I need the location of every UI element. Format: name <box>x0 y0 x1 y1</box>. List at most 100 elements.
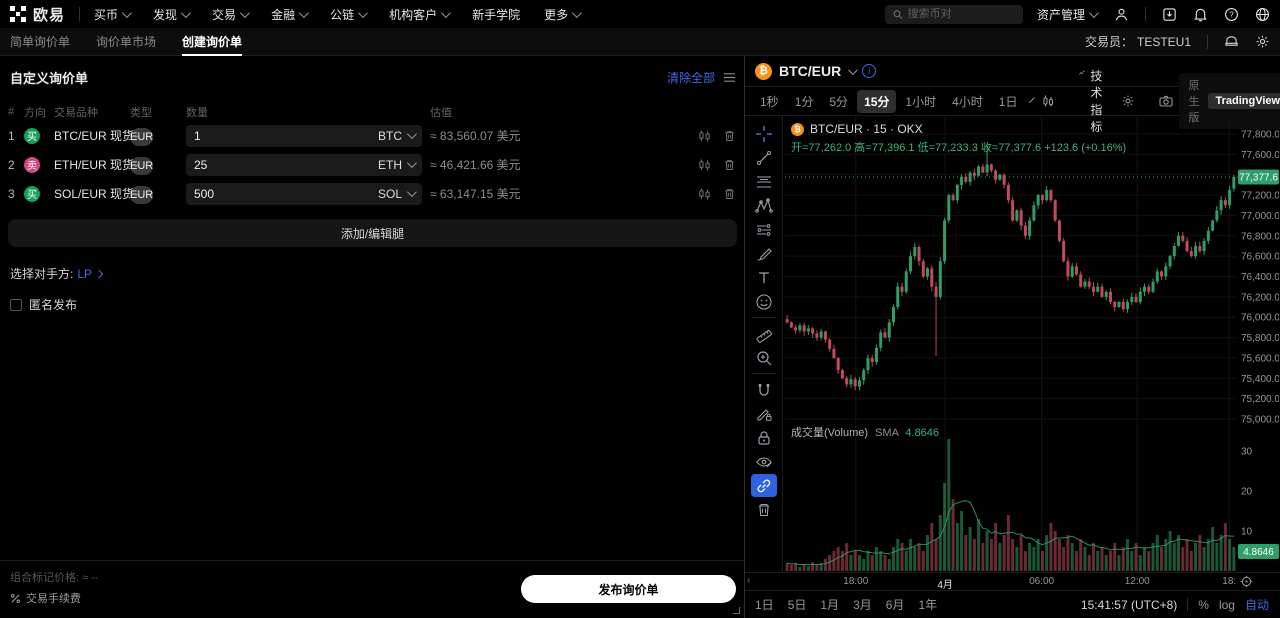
symbol-name[interactable]: BTC/EUR <box>779 63 842 79</box>
delete-leg-trash-icon[interactable] <box>723 187 736 201</box>
search-box[interactable] <box>884 4 1023 24</box>
tf-15m[interactable]: 15分 <box>857 89 897 113</box>
xabcd-pattern-tool-icon[interactable] <box>751 194 777 217</box>
lock-drawings-icon[interactable] <box>751 426 777 449</box>
assets-menu[interactable]: 资产管理 <box>1037 6 1099 23</box>
chevron-down-icon[interactable] <box>1029 96 1036 103</box>
counterparty-value-link[interactable]: LP <box>77 266 93 281</box>
range-3mo[interactable]: 3月 <box>853 598 872 612</box>
nav-item-6[interactable]: 新手学院 <box>472 7 521 22</box>
nav-item-0[interactable]: 买币 <box>94 6 132 23</box>
sync-drawings-link-icon[interactable] <box>750 474 777 497</box>
chevron-down-icon <box>406 129 417 140</box>
nav-item-1[interactable]: 发现 <box>153 6 191 23</box>
list-menu-icon[interactable] <box>723 72 736 83</box>
download-app-icon[interactable] <box>1162 7 1177 22</box>
tf-5m[interactable]: 5分 <box>829 94 849 109</box>
settings-gear-icon[interactable] <box>1255 34 1270 49</box>
emoji-tool-icon[interactable] <box>751 290 777 313</box>
search-input[interactable] <box>907 8 1015 20</box>
crosshair-tool-icon[interactable] <box>751 122 777 145</box>
chevron-down-icon[interactable] <box>848 64 859 75</box>
clear-all-link[interactable]: 清除全部 <box>666 71 715 85</box>
help-icon[interactable]: ? <box>1224 7 1239 22</box>
range-5d[interactable]: 5日 <box>787 598 807 612</box>
measure-ruler-tool-icon[interactable] <box>751 322 777 345</box>
nav-item-4[interactable]: 公链 <box>330 6 368 23</box>
tf-1s[interactable]: 1秒 <box>760 94 779 109</box>
pair-selector[interactable]: SOL/EUR 现货 <box>54 185 141 202</box>
user-icon[interactable] <box>1114 7 1129 22</box>
indicators-icon[interactable]: 技术指标 <box>1079 67 1110 135</box>
chevron-left-icon[interactable]: ‹ <box>747 575 751 586</box>
pair-selector[interactable]: ETH/EUR 现货 <box>54 156 140 173</box>
position-tool-icon[interactable] <box>751 218 777 241</box>
quote-currency-pill[interactable]: EUR <box>130 156 154 175</box>
amount-input[interactable] <box>194 128 378 143</box>
unit-selector[interactable]: SOL <box>378 187 417 201</box>
native-version-option[interactable]: 原生版 <box>1188 80 1200 124</box>
panel-resize-handle[interactable] <box>733 607 740 614</box>
tradingview-option[interactable]: TradingView <box>1207 93 1280 109</box>
orderbook-candles-icon[interactable] <box>698 158 711 172</box>
remove-drawings-trash-icon[interactable] <box>751 498 777 521</box>
svg-text:30: 30 <box>1241 447 1253 458</box>
unit-selector[interactable]: BTC <box>378 129 417 143</box>
tf-4h[interactable]: 4小时 <box>952 94 983 109</box>
trend-line-tool-icon[interactable] <box>751 146 777 169</box>
hide-drawings-eye-icon[interactable] <box>751 450 777 473</box>
unit-selector[interactable]: ETH <box>378 158 417 172</box>
pair-selector[interactable]: BTC/EUR 现货 <box>54 127 140 144</box>
tab-create-rfq[interactable]: 创建询价单 <box>182 28 243 56</box>
scroll-to-now-icon[interactable] <box>1240 575 1253 588</box>
range-6mo[interactable]: 6月 <box>885 598 905 612</box>
fib-retracement-tool-icon[interactable] <box>751 170 777 193</box>
amount-input[interactable] <box>194 157 378 172</box>
nav-item-7[interactable]: 更多 <box>544 6 583 23</box>
drawing-mode-pencil-icon[interactable] <box>751 402 777 425</box>
fee-label: 交易手续费 <box>26 593 81 605</box>
chart-settings-gear-icon[interactable] <box>1121 94 1135 108</box>
magnet-tool-icon[interactable] <box>751 378 777 401</box>
info-icon[interactable]: i <box>862 64 877 78</box>
delete-leg-trash-icon[interactable] <box>723 158 736 172</box>
leg-index: 1 <box>8 128 15 143</box>
delete-leg-trash-icon[interactable] <box>723 129 736 143</box>
notifications-bell-icon[interactable] <box>1193 7 1208 22</box>
orderbook-candles-icon[interactable] <box>698 129 711 143</box>
brush-tool-icon[interactable] <box>751 242 777 265</box>
okx-logo[interactable]: 欧易 <box>10 4 65 25</box>
tf-1m[interactable]: 1分 <box>794 94 814 109</box>
range-1mo[interactable]: 1月 <box>820 598 840 612</box>
auto-scale-toggle[interactable]: 自动 <box>1244 598 1269 612</box>
add-edit-leg-button[interactable]: 添加/编辑腿 <box>8 219 737 247</box>
language-globe-icon[interactable] <box>1255 7 1270 22</box>
range-1d[interactable]: 1日 <box>755 598 774 612</box>
screenshot-camera-icon[interactable] <box>1158 95 1173 108</box>
amount-input[interactable] <box>194 186 378 201</box>
tab-simple-rfq[interactable]: 简单询价单 <box>10 35 71 49</box>
amount-field: BTC <box>186 124 422 147</box>
chart-style-icon[interactable] <box>1041 94 1055 108</box>
anonymous-checkbox[interactable] <box>10 298 22 311</box>
time-axis[interactable]: ‹ 18:00 4月 06:00 12:00 18: <box>745 572 1279 591</box>
percent-scale-toggle[interactable]: % <box>1198 597 1209 612</box>
publish-rfq-button[interactable]: 发布询价单 <box>521 575 736 603</box>
text-tool-icon[interactable] <box>751 266 777 289</box>
zoom-in-tool-icon[interactable] <box>751 346 777 369</box>
log-scale-toggle[interactable]: log <box>1218 597 1235 612</box>
nav-item-2[interactable]: 交易 <box>212 6 250 23</box>
quote-currency-pill[interactable]: EUR <box>130 185 154 204</box>
price-chart[interactable]: 77,800.077,600.077,400.077,200.077,000.0… <box>783 116 1279 572</box>
nav-item-3[interactable]: 金融 <box>271 6 309 23</box>
top-navbar: 欧易 买币 发现 交易 金融 公链 机构客户 新手学院 更多 资产管理 ? <box>0 0 1280 28</box>
tf-1d[interactable]: 1日 <box>998 94 1018 109</box>
tab-rfq-market[interactable]: 询价单市场 <box>96 35 157 49</box>
nav-item-5[interactable]: 机构客户 <box>389 6 451 23</box>
quote-currency-pill[interactable]: EUR <box>130 127 154 146</box>
range-1y[interactable]: 1年 <box>918 598 938 612</box>
tf-1h[interactable]: 1小时 <box>905 94 937 109</box>
side-badge: 卖 <box>24 156 40 173</box>
orderbook-candles-icon[interactable] <box>698 187 711 201</box>
trader-hat-icon[interactable] <box>1224 35 1239 48</box>
